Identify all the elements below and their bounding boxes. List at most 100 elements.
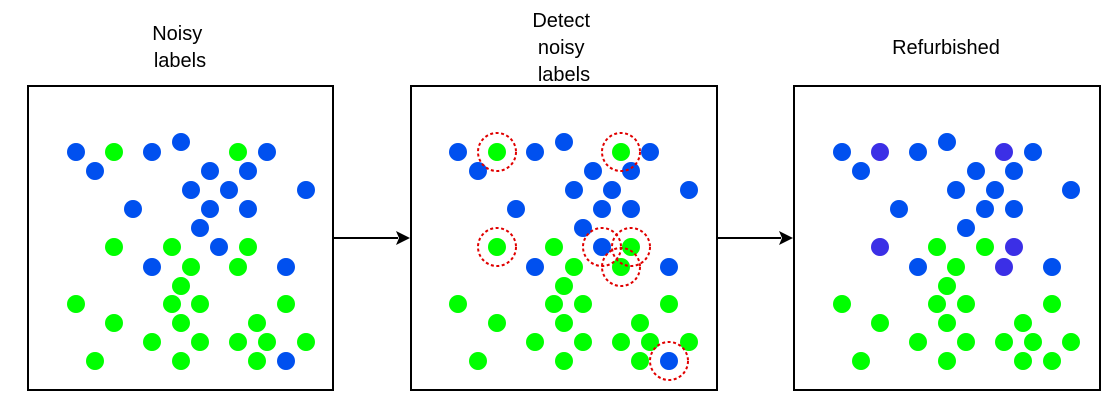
blue-dot [641, 143, 659, 161]
green-dot [1043, 352, 1061, 370]
purple-dot [995, 143, 1013, 161]
green-dot [565, 258, 583, 276]
noisy-label-marker [601, 132, 641, 172]
blue-dot [86, 162, 104, 180]
dots-layer [67, 133, 1080, 370]
green-dot [526, 333, 544, 351]
green-dot [871, 314, 889, 332]
marks-layer [477, 132, 689, 381]
green-dot [172, 314, 190, 332]
blue-dot [593, 238, 611, 256]
blue-dot [986, 181, 1004, 199]
purple-dot [871, 143, 889, 161]
green-dot [995, 333, 1013, 351]
green-dot [229, 258, 247, 276]
blue-dot [124, 200, 142, 218]
blue-dot [67, 143, 85, 161]
purple-dot [995, 258, 1013, 276]
blue-dot [976, 200, 994, 218]
blue-dot [909, 258, 927, 276]
green-dot [641, 333, 659, 351]
title-line: Noisy [152, 23, 202, 45]
green-dot [631, 352, 649, 370]
green-dot [555, 314, 573, 332]
green-dot [545, 295, 563, 313]
green-dot [976, 238, 994, 256]
blue-dot [833, 143, 851, 161]
green-dot [248, 314, 266, 332]
noisy-label-marker [477, 132, 517, 172]
green-dot [67, 295, 85, 313]
blue-dot [201, 200, 219, 218]
arrow-noisy-to-detect [334, 231, 410, 245]
green-dot [612, 143, 630, 161]
green-dot [229, 333, 247, 351]
blue-dot [909, 143, 927, 161]
title-line: labels [538, 64, 590, 86]
arrow-detect-to-refurbished [718, 231, 793, 245]
purple-dot [1005, 238, 1023, 256]
dots-refurbished [833, 133, 1080, 370]
green-dot [852, 352, 870, 370]
green-dot [191, 333, 209, 351]
blue-dot [967, 162, 985, 180]
green-dot [297, 333, 315, 351]
title-line: labels [154, 50, 206, 72]
blue-dot [258, 143, 276, 161]
green-dot [191, 295, 209, 313]
green-dot [469, 352, 487, 370]
green-dot [938, 314, 956, 332]
blue-dot [852, 162, 870, 180]
green-dot [555, 277, 573, 295]
green-dot [574, 295, 592, 313]
title-line: Detect [532, 10, 590, 32]
blue-dot [526, 258, 544, 276]
green-dot [938, 352, 956, 370]
green-dot [631, 314, 649, 332]
blue-dot [1005, 200, 1023, 218]
panel-noisy-labels [27, 85, 334, 391]
blue-dot [143, 258, 161, 276]
green-dot [163, 295, 181, 313]
green-dot [449, 295, 467, 313]
green-dot [248, 352, 266, 370]
blue-dot [526, 143, 544, 161]
blue-dot [1024, 143, 1042, 161]
blue-dot [947, 181, 965, 199]
green-dot [833, 295, 851, 313]
green-dot [928, 295, 946, 313]
panel-refurbished [793, 85, 1101, 391]
noisy-label-marker [611, 227, 651, 267]
green-dot [928, 238, 946, 256]
blue-dot [938, 133, 956, 151]
blue-dot [622, 200, 640, 218]
blue-dot [507, 200, 525, 218]
green-dot [488, 143, 506, 161]
green-dot [182, 258, 200, 276]
blue-dot [210, 238, 228, 256]
blue-dot [957, 219, 975, 237]
green-dot [555, 352, 573, 370]
green-dot [105, 314, 123, 332]
green-dot [612, 258, 630, 276]
title-line: noisy [538, 37, 585, 59]
blue-dot [584, 162, 602, 180]
blue-dot [1043, 258, 1061, 276]
blue-dot [890, 200, 908, 218]
blue-dot [239, 200, 257, 218]
title-line: Refurbished [892, 37, 1000, 59]
noisy-label-marker [477, 227, 517, 267]
green-dot [957, 295, 975, 313]
title-detect-noisy-labels: Detect noisy labels [532, 10, 595, 86]
green-dot [105, 143, 123, 161]
blue-dot [172, 133, 190, 151]
blue-dot [593, 200, 611, 218]
green-dot [680, 333, 698, 351]
green-dot [1014, 314, 1032, 332]
green-dot [574, 333, 592, 351]
blue-dot [603, 181, 621, 199]
blue-dot [1005, 162, 1023, 180]
green-dot [947, 258, 965, 276]
green-dot [622, 238, 640, 256]
green-dot [258, 333, 276, 351]
